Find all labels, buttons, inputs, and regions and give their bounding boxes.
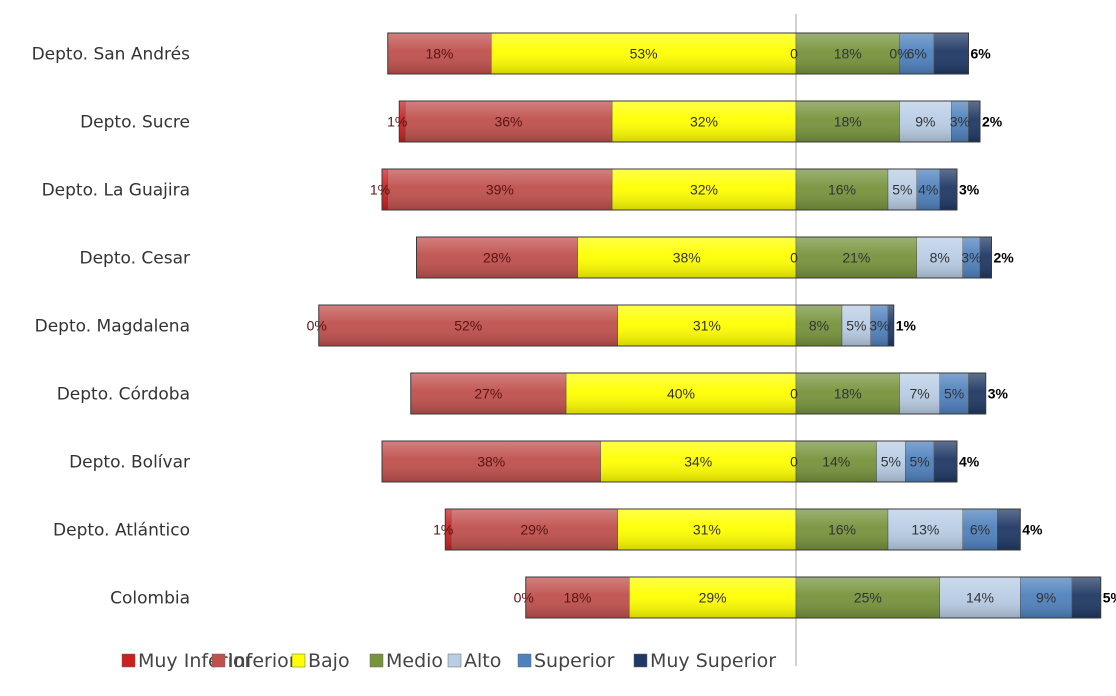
data-label-muy-superior: 2% xyxy=(994,250,1015,266)
data-label-bajo: 32% xyxy=(690,114,718,130)
data-label-medio: 16% xyxy=(828,522,856,538)
category-label: Depto. Cesar xyxy=(79,249,190,269)
data-label-bajo: 53% xyxy=(630,46,658,62)
data-label-muy-inferior: 0% xyxy=(514,590,534,606)
data-label-bajo: 38% xyxy=(673,250,701,266)
zero-label: 0 xyxy=(790,386,798,402)
bar-shading xyxy=(1072,577,1101,618)
category-labels: Depto. San Andrés Depto. Sucre Depto. La G… xyxy=(32,45,191,609)
data-label-muy-superior: 6% xyxy=(971,46,992,62)
bar-shading xyxy=(969,373,986,414)
legend-label-inferior: Inferior xyxy=(228,650,297,672)
data-label-medio: 21% xyxy=(842,250,870,266)
legend-swatch-superior xyxy=(518,654,531,667)
legend-label-muy-superior: Muy Superior xyxy=(650,650,776,672)
data-label-alto: 8% xyxy=(930,250,950,266)
data-label-alto: 7% xyxy=(910,386,930,402)
bar-shading xyxy=(980,237,992,278)
data-label-muy-superior: 2% xyxy=(982,114,1003,130)
data-label-superior: 5% xyxy=(910,454,930,470)
data-label-medio: 8% xyxy=(809,318,829,334)
data-label-medio: 16% xyxy=(828,182,856,198)
data-label-muy-inferior: 0% xyxy=(307,318,327,334)
data-label-alto: 13% xyxy=(911,522,939,538)
legend-swatch-bajo xyxy=(292,654,305,667)
data-label-superior: 5% xyxy=(944,386,964,402)
data-label-muy-inferior: 1% xyxy=(370,182,390,198)
data-label-bajo: 29% xyxy=(699,590,727,606)
data-label-muy-inferior: 1% xyxy=(433,522,453,538)
data-label-inferior: 27% xyxy=(474,386,502,402)
data-label-alto: 5% xyxy=(892,182,912,198)
data-label-bajo: 34% xyxy=(684,454,712,470)
data-label-superior: 3% xyxy=(869,318,889,334)
data-label-medio: 18% xyxy=(834,386,862,402)
data-label-muy-inferior: 1% xyxy=(387,114,407,130)
data-label-inferior: 39% xyxy=(486,182,514,198)
data-label-muy-superior: 4% xyxy=(959,454,980,470)
data-label-superior: 6% xyxy=(907,46,927,62)
data-label-bajo: 40% xyxy=(667,386,695,402)
data-label-inferior: 38% xyxy=(477,454,505,470)
data-label-superior: 3% xyxy=(961,250,981,266)
bar-shading xyxy=(997,509,1020,550)
zero-label: 0 xyxy=(790,46,798,62)
category-label: Depto. San Andrés xyxy=(32,45,191,65)
category-label: Depto. Magdalena xyxy=(35,317,190,337)
legend-swatch-alto xyxy=(448,654,461,667)
data-label-muy-superior: 5% xyxy=(1103,590,1116,606)
zero-label: 0 xyxy=(790,250,798,266)
data-label-alto: 14% xyxy=(966,590,994,606)
category-label: Depto. Bolívar xyxy=(69,453,190,473)
data-label-muy-superior: 3% xyxy=(988,386,1009,402)
data-label-medio: 18% xyxy=(834,46,862,62)
data-label-alto: 5% xyxy=(881,454,901,470)
data-label-inferior: 52% xyxy=(454,318,482,334)
data-label-alto: 5% xyxy=(846,318,866,334)
data-label-bajo: 32% xyxy=(690,182,718,198)
data-label-alto: 9% xyxy=(915,114,935,130)
legend-swatch-inferior xyxy=(212,654,225,667)
data-label-superior: 6% xyxy=(970,522,990,538)
legend-label-bajo: Bajo xyxy=(308,650,350,672)
data-label-inferior: 36% xyxy=(494,114,522,130)
legend-swatch-muy-inferior xyxy=(122,654,135,667)
category-label: Depto. La Guajira xyxy=(42,181,190,201)
data-label-inferior: 29% xyxy=(520,522,548,538)
legend-swatch-medio xyxy=(370,654,383,667)
data-label-inferior: 18% xyxy=(425,46,453,62)
category-label: Colombia xyxy=(110,589,190,609)
data-label-medio: 25% xyxy=(854,590,882,606)
category-label: Depto. Córdoba xyxy=(57,385,190,405)
data-label-superior: 9% xyxy=(1036,590,1056,606)
data-label-superior: 3% xyxy=(950,114,970,130)
bars: 53% 18% 18% 0% 6% 6% 0 32% 36% 1% 18% 9% 3% 2% 32% 39% 1… xyxy=(307,33,1116,618)
bar-shading xyxy=(934,33,969,74)
bar-shading xyxy=(969,101,981,142)
category-label: Depto. Sucre xyxy=(80,113,190,133)
data-label-inferior: 28% xyxy=(483,250,511,266)
data-label-inferior: 18% xyxy=(563,590,591,606)
data-label-bajo: 31% xyxy=(693,318,721,334)
data-label-superior: 4% xyxy=(918,182,938,198)
data-label-muy-superior: 1% xyxy=(896,318,917,334)
data-label-medio: 18% xyxy=(834,114,862,130)
legend-label-alto: Alto xyxy=(464,650,501,672)
data-label-bajo: 31% xyxy=(693,522,721,538)
data-label-muy-superior: 3% xyxy=(959,182,980,198)
bar-shading xyxy=(934,441,957,482)
bar-shading xyxy=(940,169,957,210)
legend-label-superior: Superior xyxy=(534,650,615,672)
data-label-muy-superior: 4% xyxy=(1022,522,1043,538)
legend-label-medio: Medio xyxy=(386,650,443,672)
zero-label: 0 xyxy=(790,454,798,470)
legend-swatch-muy-superior xyxy=(634,654,647,667)
data-label-medio: 14% xyxy=(822,454,850,470)
category-label: Depto. Atlántico xyxy=(53,521,190,541)
